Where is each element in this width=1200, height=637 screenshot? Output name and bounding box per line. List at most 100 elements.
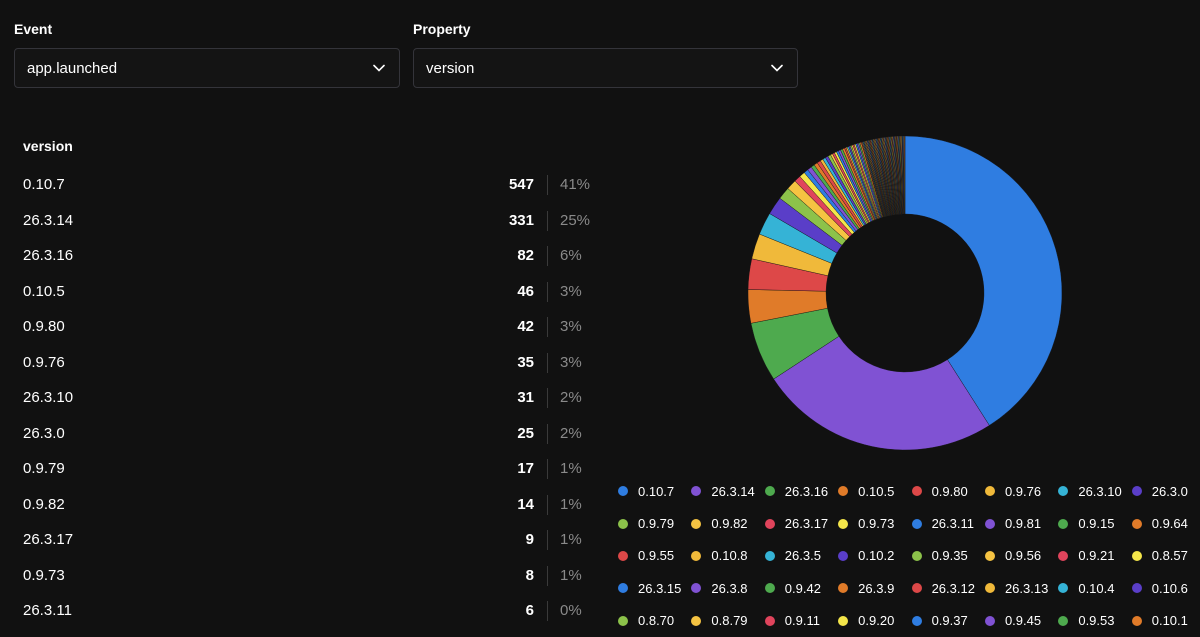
legend-label: 26.3.11 [931, 516, 974, 532]
legend-label: 0.9.20 [858, 613, 895, 629]
legend-label: 0.9.64 [1151, 516, 1188, 532]
legend-item[interactable]: 0.8.57 [1126, 540, 1199, 572]
legend-dot-icon [1058, 615, 1069, 626]
legend-item[interactable]: 0.9.45 [979, 605, 1052, 637]
legend-item[interactable]: 0.10.7 [612, 475, 685, 507]
legend-label: 26.3.9 [858, 580, 895, 596]
legend-label: 26.3.15 [638, 580, 682, 596]
legend-item[interactable]: 0.8.79 [685, 605, 758, 637]
legend-dot-icon [618, 615, 628, 626]
row-count: 46 [517, 282, 534, 300]
row-count: 17 [517, 460, 534, 477]
table-row[interactable]: 0.9.73 8 1% [23, 558, 603, 594]
legend-item[interactable]: 0.9.15 [1052, 507, 1125, 539]
row-percentage: 25% [560, 211, 591, 229]
table-row[interactable]: 0.9.79 17 1% [23, 451, 603, 487]
legend-label: 0.10.5 [858, 483, 895, 499]
row-percentage: 1% [560, 460, 582, 477]
table-row[interactable]: 0.9.80 42 3% [23, 309, 603, 345]
legend-item[interactable]: 26.3.11 [906, 507, 979, 539]
legend-item[interactable]: 26.3.8 [685, 572, 758, 604]
table-row[interactable]: 26.3.10 31 2% [23, 380, 603, 416]
legend-item[interactable]: 26.3.9 [832, 572, 905, 604]
legend-item[interactable]: 26.3.0 [1126, 475, 1199, 507]
legend-dot-icon [911, 486, 922, 497]
legend-item[interactable]: 0.9.73 [832, 507, 905, 539]
legend-item[interactable]: 0.10.5 [832, 475, 905, 507]
legend-label: 0.9.45 [1004, 613, 1042, 629]
legend-item[interactable]: 0.9.42 [759, 572, 832, 604]
row-percentage: 1% [560, 566, 582, 584]
legend-item[interactable]: 26.3.12 [906, 572, 979, 604]
legend-label: 26.3.12 [931, 580, 975, 596]
legend-row: 26.3.15 26.3.8 0.9.42 26.3.9 26.3.12 26.3.13 0… [612, 572, 1200, 604]
legend-dot-icon [1058, 518, 1069, 529]
legend-dot-icon [691, 486, 702, 497]
legend-item[interactable]: 0.10.1 [1126, 605, 1199, 637]
legend-dot-icon [618, 486, 628, 497]
row-count: 82 [517, 247, 534, 264]
row-version-label: 26.3.14 [23, 211, 74, 229]
row-version-label: 0.9.82 [23, 495, 65, 513]
legend-dot-icon [984, 486, 995, 497]
row-divider [547, 388, 548, 408]
legend-item[interactable]: 0.10.2 [832, 540, 905, 572]
row-count: 8 [525, 566, 534, 584]
legend-label: 0.9.35 [931, 548, 968, 564]
legend-label: 0.10.4 [1078, 580, 1115, 596]
pie-slice-0.10.7[interactable] [904, 135, 1063, 426]
row-count: 25 [517, 424, 534, 442]
table-row[interactable]: 26.3.16 82 6% [23, 238, 603, 274]
legend-item[interactable]: 26.3.5 [759, 540, 832, 572]
legend-item[interactable]: 26.3.13 [979, 572, 1052, 604]
legend-item[interactable]: 0.9.79 [612, 507, 685, 539]
legend-item[interactable]: 0.9.82 [685, 507, 758, 539]
legend-item[interactable]: 0.9.55 [612, 540, 685, 572]
legend-label: 26.3.0 [1151, 483, 1188, 499]
table-row[interactable]: 26.3.0 25 2% [23, 416, 603, 452]
legend-label: 0.9.76 [1004, 483, 1042, 499]
event-select[interactable]: app.launched [14, 48, 400, 88]
legend-dot-icon [1131, 518, 1142, 529]
row-count: 14 [517, 495, 534, 513]
legend-dot-icon [838, 550, 849, 561]
row-divider [547, 459, 548, 479]
legend-item[interactable]: 0.9.56 [979, 540, 1052, 572]
legend-dot-icon [911, 615, 922, 626]
legend-item[interactable]: 0.10.6 [1126, 572, 1199, 604]
legend-item[interactable]: 0.9.35 [906, 540, 979, 572]
legend-item[interactable]: 26.3.15 [612, 572, 685, 604]
legend-item[interactable]: 0.9.21 [1052, 540, 1125, 572]
legend-item[interactable]: 0.9.76 [979, 475, 1052, 507]
legend-item[interactable]: 0.10.8 [685, 540, 758, 572]
row-version-label: 26.3.10 [23, 389, 74, 406]
table-row[interactable]: 0.9.76 35 3% [23, 345, 603, 381]
legend-item[interactable]: 0.9.64 [1126, 507, 1199, 539]
legend-item[interactable]: 0.9.20 [832, 605, 905, 637]
property-select[interactable]: version [413, 48, 798, 88]
row-percentage: 1% [560, 531, 582, 548]
legend-label: 0.9.55 [638, 548, 675, 564]
legend-item[interactable]: 0.9.37 [906, 605, 979, 637]
legend-item[interactable]: 0.9.80 [906, 475, 979, 507]
legend-item[interactable]: 26.3.16 [759, 475, 832, 507]
legend-item[interactable]: 0.9.11 [759, 605, 832, 637]
breakdown-table: 0.10.7 547 41% 26.3.14 331 25% 26.3.16 82 6% 0.10… [23, 167, 603, 629]
pie-slice-other[interactable] [904, 135, 906, 215]
table-row[interactable]: 0.10.5 46 3% [23, 274, 603, 310]
table-row[interactable]: 0.9.82 14 1% [23, 487, 603, 523]
table-row[interactable]: 26.3.11 6 0% [23, 593, 603, 629]
row-version-label: 0.9.73 [23, 566, 65, 584]
legend-item[interactable]: 0.9.53 [1052, 605, 1125, 637]
legend-item[interactable]: 0.8.70 [612, 605, 685, 637]
table-row[interactable]: 26.3.17 9 1% [23, 522, 603, 558]
table-row[interactable]: 26.3.14 331 25% [23, 203, 603, 239]
legend-item[interactable]: 26.3.10 [1052, 475, 1125, 507]
legend-dot-icon [618, 518, 628, 529]
legend-item[interactable]: 26.3.17 [759, 507, 832, 539]
legend-dot-icon [1131, 486, 1142, 497]
table-row[interactable]: 0.10.7 547 41% [23, 167, 603, 203]
legend-item[interactable]: 0.9.81 [979, 507, 1052, 539]
legend-item[interactable]: 26.3.14 [685, 475, 758, 507]
legend-item[interactable]: 0.10.4 [1052, 572, 1125, 604]
